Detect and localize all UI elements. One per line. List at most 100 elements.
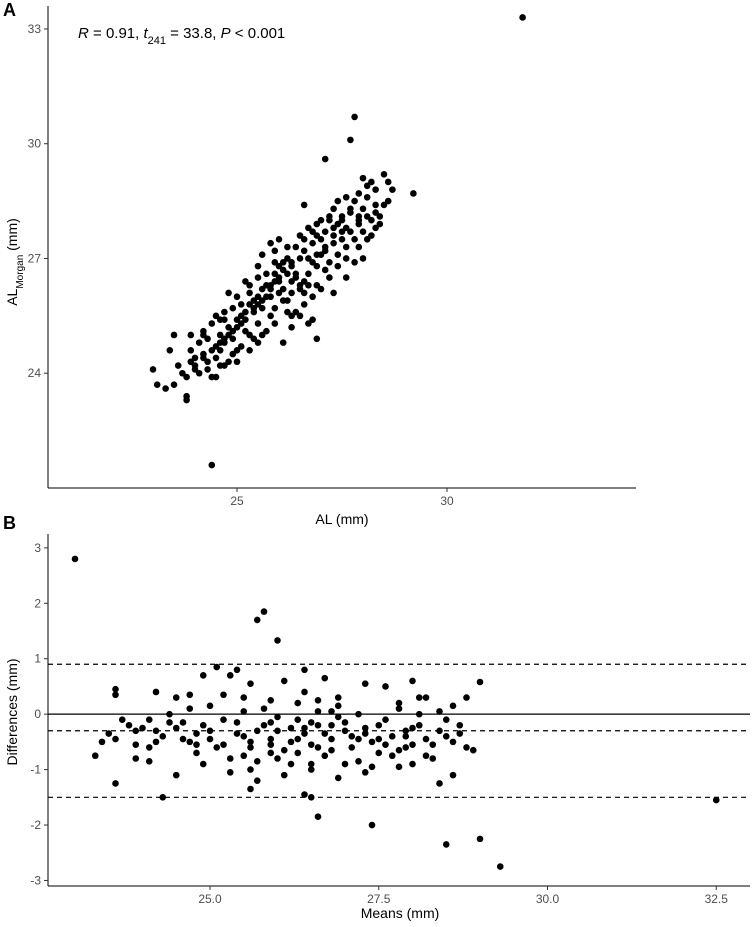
- data-point: [253, 777, 261, 784]
- y-tick-label: 30: [28, 137, 42, 151]
- data-point: [254, 320, 262, 327]
- data-point: [118, 716, 126, 724]
- data-point: [112, 685, 119, 693]
- data-point: [260, 608, 268, 615]
- data-point: [296, 255, 304, 262]
- data-point: [363, 236, 371, 243]
- data-point: [296, 232, 304, 239]
- data-point: [159, 794, 167, 801]
- data-point: [294, 749, 302, 757]
- y-title-suffix: (mm): [4, 218, 20, 255]
- data-point: [187, 331, 195, 339]
- data-point: [246, 281, 253, 289]
- y-tick-label: 3: [34, 541, 41, 555]
- data-point: [341, 760, 349, 768]
- data-point: [246, 346, 253, 354]
- data-point: [368, 763, 376, 771]
- data-point: [263, 293, 270, 301]
- data-point: [112, 780, 119, 787]
- data-point: [233, 358, 241, 366]
- panel-b-letter: B: [3, 513, 16, 533]
- data-point: [226, 769, 234, 776]
- data-point: [347, 205, 354, 213]
- data-point: [179, 719, 187, 726]
- data-point: [292, 243, 300, 251]
- data-point: [294, 716, 302, 724]
- data-point: [139, 724, 146, 732]
- data-point: [132, 755, 140, 762]
- data-point: [301, 791, 308, 798]
- data-point: [213, 744, 221, 751]
- data-point: [193, 749, 200, 757]
- data-point: [271, 304, 279, 312]
- data-point: [355, 757, 362, 765]
- data-point: [242, 308, 249, 316]
- data-point: [313, 262, 321, 270]
- data-point: [429, 741, 437, 748]
- data-point: [193, 741, 200, 748]
- data-point: [305, 224, 312, 232]
- data-point: [71, 555, 79, 563]
- data-point: [342, 193, 350, 201]
- data-point: [313, 281, 321, 289]
- data-point: [258, 251, 266, 258]
- data-point: [226, 755, 234, 762]
- data-point: [409, 724, 416, 732]
- data-point: [195, 369, 203, 377]
- data-point: [220, 741, 227, 748]
- data-point: [152, 688, 160, 696]
- data-point: [328, 735, 335, 743]
- data-point: [112, 691, 119, 699]
- data-point: [250, 335, 258, 343]
- data-point: [204, 358, 211, 366]
- panel-a: A R = 0.91, t241 = 33.8, P < 0.001 25 302…: [3, 0, 636, 527]
- data-point: [254, 293, 262, 301]
- data-point: [152, 738, 160, 746]
- data-point: [240, 694, 248, 701]
- data-point: [368, 232, 375, 239]
- data-point: [301, 688, 308, 696]
- data-point: [409, 760, 416, 768]
- data-point: [242, 278, 249, 285]
- data-point: [422, 735, 430, 743]
- data-point: [347, 228, 354, 235]
- data-point: [519, 14, 526, 21]
- data-point: [172, 771, 180, 779]
- data-point: [342, 274, 350, 281]
- data-point: [321, 243, 329, 251]
- data-point: [254, 301, 262, 308]
- data-point: [305, 255, 312, 262]
- data-point: [326, 213, 333, 220]
- data-point: [254, 262, 262, 270]
- data-point: [246, 289, 253, 297]
- data-point: [300, 236, 308, 243]
- data-point: [152, 727, 160, 735]
- data-point: [300, 201, 308, 209]
- data-point: [436, 727, 443, 735]
- data-point: [267, 735, 275, 743]
- data-point: [436, 708, 443, 715]
- data-point: [342, 243, 350, 251]
- y-tick-label: -3: [30, 873, 41, 887]
- data-point: [166, 719, 173, 726]
- data-point: [307, 760, 315, 768]
- data-point: [314, 744, 322, 751]
- y-tick-label: 0: [34, 707, 41, 721]
- data-point: [204, 366, 211, 373]
- data-point: [260, 705, 268, 712]
- data-point: [237, 301, 245, 308]
- data-point: [328, 746, 335, 754]
- data-point: [375, 721, 383, 729]
- data-point: [246, 331, 253, 339]
- data-point: [274, 755, 281, 762]
- panel-b-x-axis-title: Means (mm): [361, 905, 440, 921]
- data-point: [388, 733, 396, 740]
- data-point: [314, 696, 322, 704]
- data-point: [442, 733, 450, 740]
- data-point: [368, 738, 376, 746]
- data-point: [382, 716, 389, 724]
- data-point: [221, 308, 228, 316]
- data-point: [449, 702, 457, 710]
- data-point: [328, 721, 335, 729]
